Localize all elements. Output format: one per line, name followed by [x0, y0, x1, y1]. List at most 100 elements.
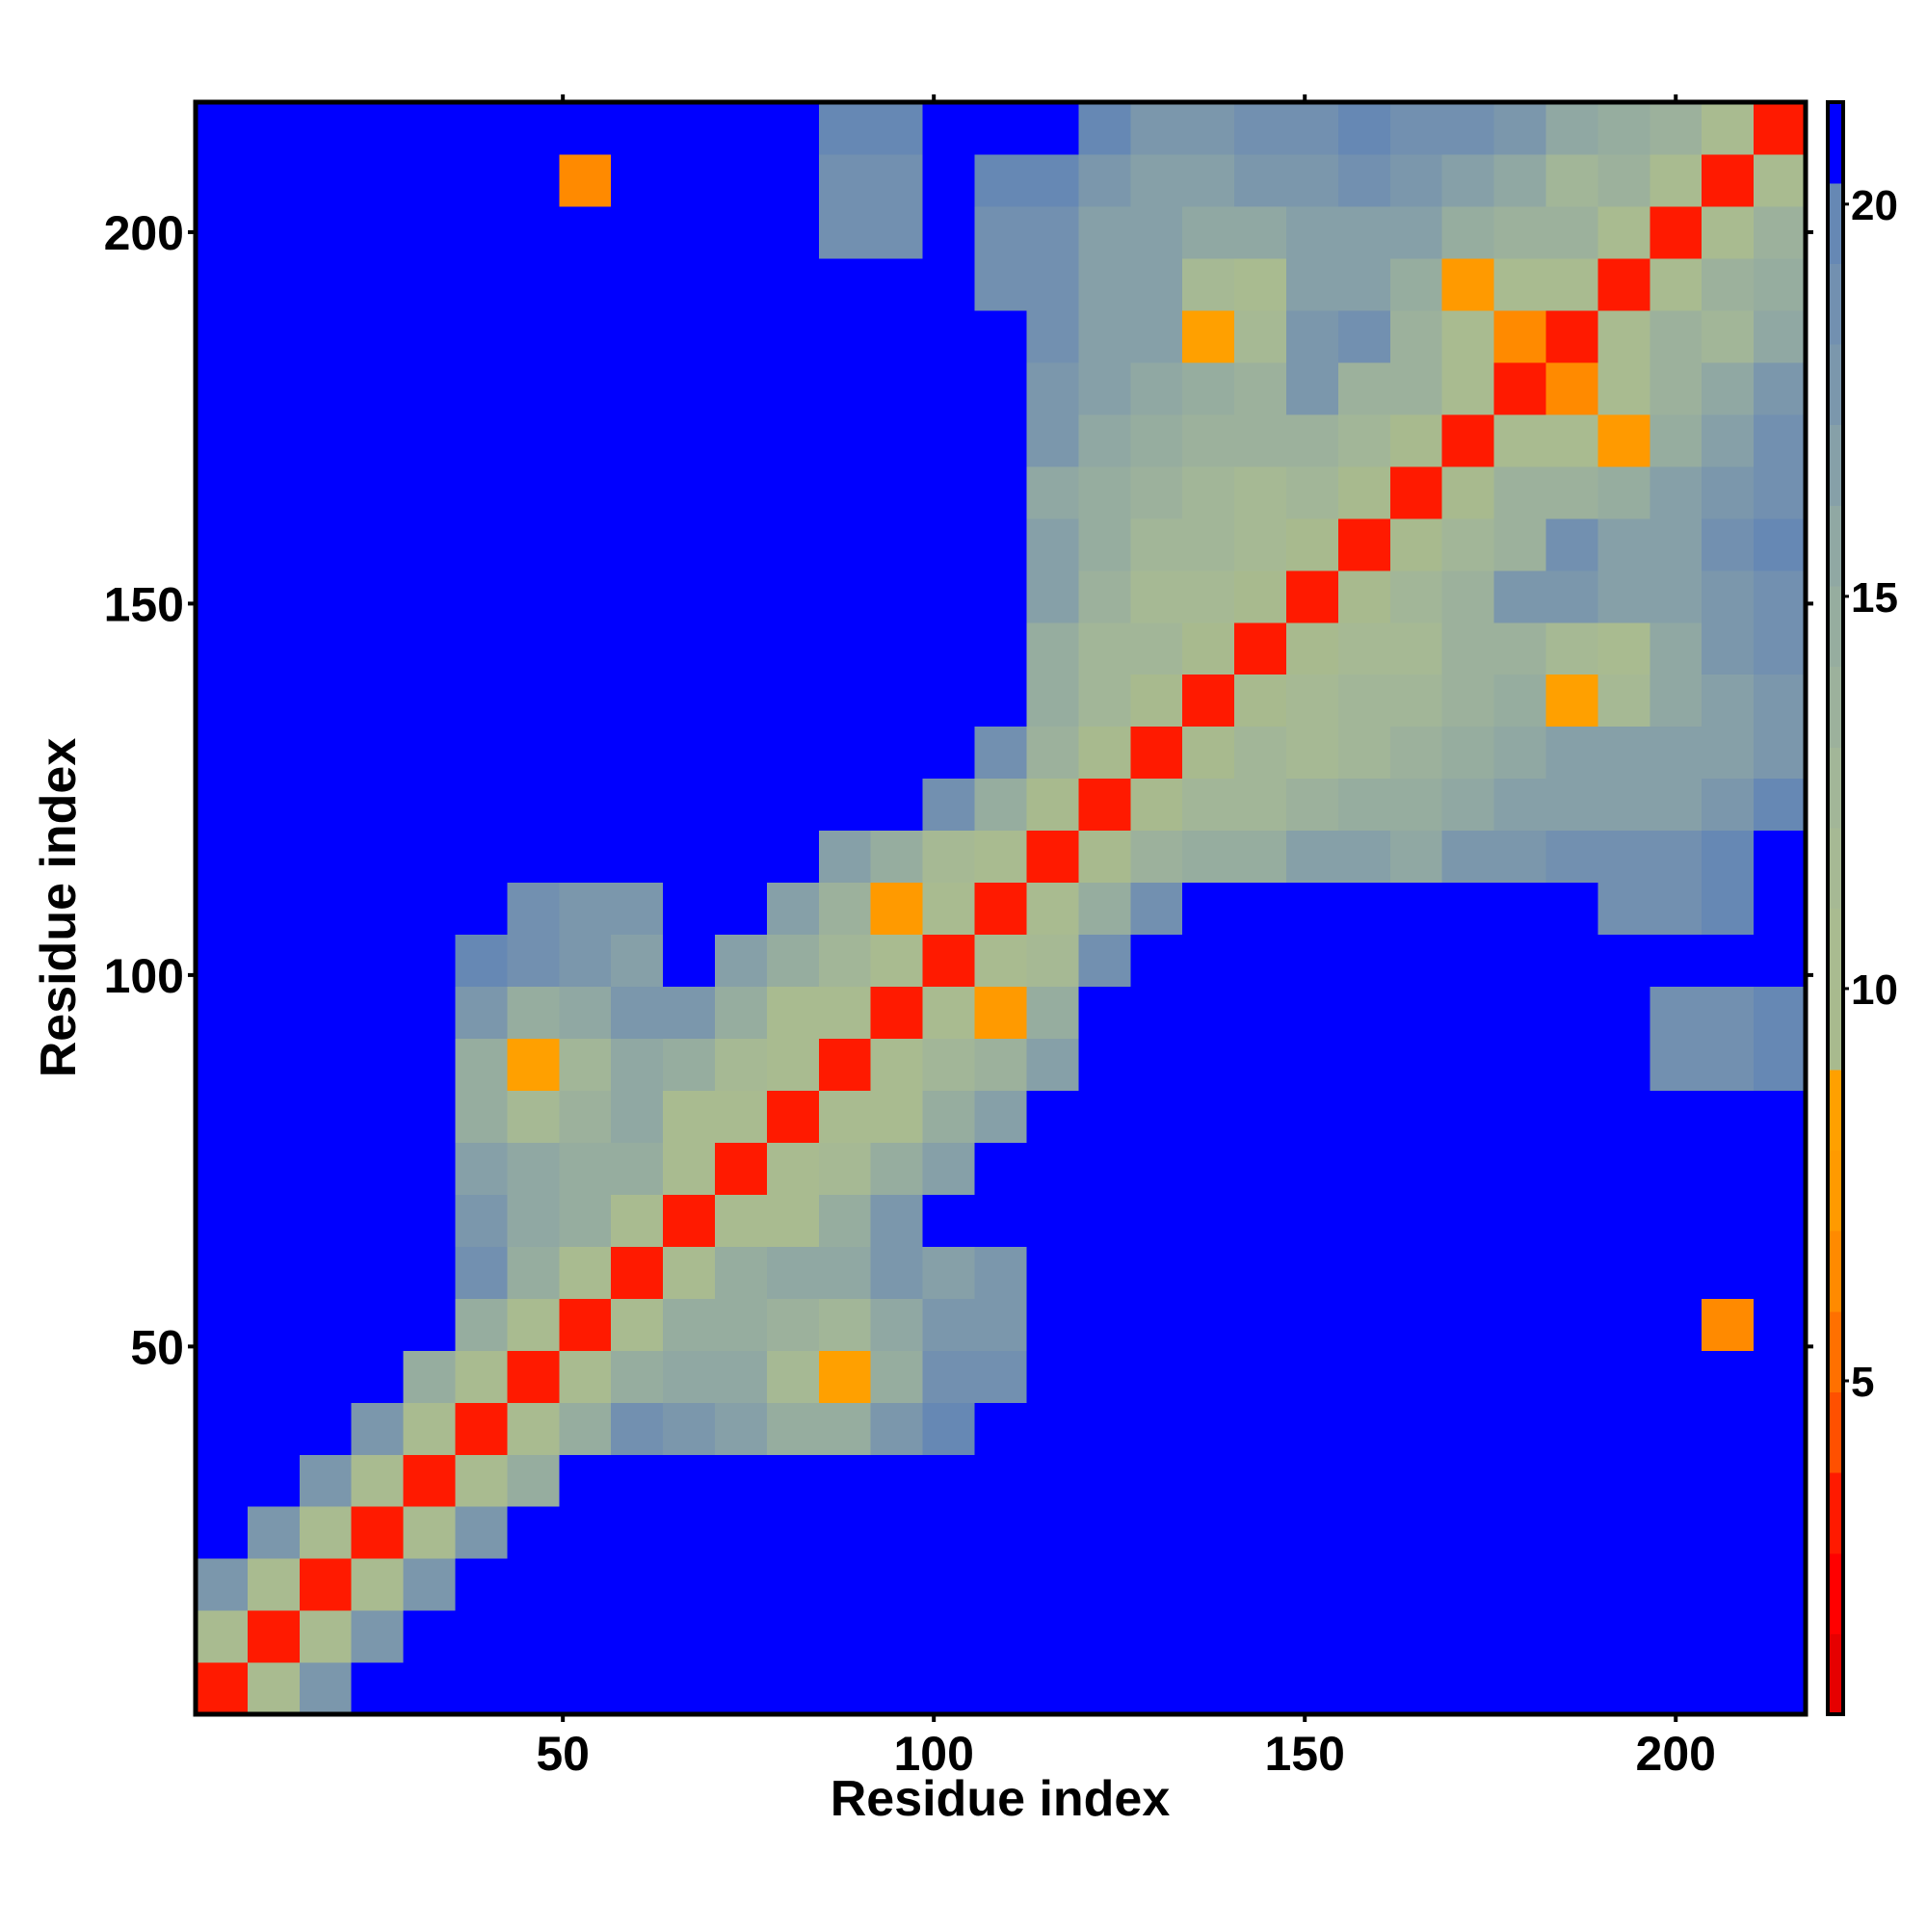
heatmap-cell	[818, 309, 872, 363]
heatmap-cell	[922, 830, 976, 884]
heatmap-cell	[663, 726, 716, 780]
heatmap-cell	[766, 882, 820, 936]
heatmap-cell	[1182, 1610, 1235, 1663]
heatmap-cell	[351, 1246, 405, 1299]
y-tick-label: 100	[104, 949, 184, 1003]
heatmap-cell	[1182, 153, 1235, 207]
heatmap-cell	[403, 726, 457, 780]
heatmap-cell	[922, 1142, 976, 1195]
heatmap-cell	[455, 778, 509, 832]
heatmap-cell	[766, 465, 820, 519]
heatmap-cell	[1441, 778, 1495, 832]
colorbar-segment	[1828, 827, 1843, 910]
heatmap-cell	[766, 1662, 820, 1715]
heatmap-cell	[766, 674, 820, 728]
heatmap-cell	[1130, 986, 1183, 1040]
heatmap-cell	[1026, 309, 1079, 363]
heatmap-cell	[559, 517, 612, 571]
heatmap-cell	[1441, 726, 1495, 780]
heatmap-cell	[507, 205, 560, 259]
heatmap-cell	[507, 1506, 560, 1559]
heatmap-cell	[403, 778, 457, 832]
heatmap-cell	[715, 413, 768, 467]
heatmap-cell	[1337, 257, 1391, 311]
heatmap-cell	[663, 934, 716, 988]
heatmap-cell	[1754, 1142, 1807, 1195]
colorbar-segment	[1828, 343, 1843, 426]
colorbar-segment	[1828, 182, 1843, 264]
heatmap-cell	[299, 830, 353, 884]
plot-frame	[193, 99, 1808, 1717]
heatmap-cell	[1389, 1662, 1443, 1715]
heatmap-cell	[455, 1558, 509, 1611]
heatmap-cell	[715, 1558, 768, 1611]
heatmap-cell	[818, 830, 872, 884]
heatmap-cell	[870, 882, 924, 936]
heatmap-cell	[1130, 1090, 1183, 1143]
heatmap-cell	[1702, 1038, 1755, 1091]
heatmap-cell	[1234, 1090, 1287, 1143]
heatmap-cell	[507, 1402, 560, 1455]
heatmap-cell	[1026, 1142, 1079, 1195]
colorbar-tick-label: 15	[1851, 574, 1898, 622]
heatmap-cell	[1182, 257, 1235, 311]
heatmap-cell	[818, 1038, 872, 1091]
heatmap-cell	[611, 1610, 664, 1663]
heatmap-cell	[196, 1558, 249, 1611]
heatmap-cell	[1597, 153, 1650, 207]
heatmap-cell	[1650, 309, 1703, 363]
heatmap-cell	[1545, 102, 1598, 155]
heatmap-cell	[351, 1558, 405, 1611]
heatmap-cell	[455, 1090, 509, 1143]
heatmap-cell	[1285, 882, 1339, 936]
y-tick-label: 50	[130, 1320, 184, 1374]
heatmap-cell	[1389, 413, 1443, 467]
heatmap-cell	[1597, 1038, 1650, 1091]
heatmap-cell	[1650, 726, 1703, 780]
heatmap-cell	[870, 1038, 924, 1091]
heatmap-cell	[1078, 1298, 1131, 1351]
heatmap-cell	[1078, 674, 1131, 728]
heatmap-cell	[403, 465, 457, 519]
heatmap-cell	[611, 309, 664, 363]
heatmap-cell	[1285, 102, 1339, 155]
heatmap-cell	[1650, 257, 1703, 311]
heatmap-cell	[1754, 465, 1807, 519]
heatmap-cell	[1182, 1246, 1235, 1299]
heatmap-cell	[299, 986, 353, 1040]
heatmap-cell	[351, 934, 405, 988]
heatmap-cell	[611, 1090, 664, 1143]
heatmap-cell	[403, 1090, 457, 1143]
heatmap-cell	[559, 1246, 612, 1299]
heatmap-cell	[974, 934, 1028, 988]
heatmap-cell	[1337, 361, 1391, 415]
heatmap-cell	[1182, 622, 1235, 675]
heatmap-cell	[1597, 1506, 1650, 1559]
heatmap-cell	[1078, 153, 1131, 207]
heatmap-cell	[818, 361, 872, 415]
heatmap-cell	[507, 1194, 560, 1247]
heatmap-cell	[870, 309, 924, 363]
heatmap-cell	[1182, 1142, 1235, 1195]
heatmap-cell	[1337, 1558, 1391, 1611]
heatmap-cell	[1702, 413, 1755, 467]
heatmap-cell	[1130, 153, 1183, 207]
heatmap-cell	[196, 1402, 249, 1455]
heatmap-cell	[1285, 674, 1339, 728]
heatmap-cell	[299, 1558, 353, 1611]
heatmap-cell	[974, 153, 1028, 207]
heatmap-cell	[663, 1090, 716, 1143]
heatmap-cell	[870, 102, 924, 155]
heatmap-cell	[1130, 934, 1183, 988]
heatmap-cell	[870, 674, 924, 728]
heatmap-cell	[247, 882, 301, 936]
heatmap-cell	[715, 1662, 768, 1715]
heatmap-cell	[1182, 830, 1235, 884]
heatmap-cell	[455, 1402, 509, 1455]
heatmap-cell	[455, 1038, 509, 1091]
heatmap-cell	[663, 517, 716, 571]
heatmap-cell	[1337, 1402, 1391, 1455]
heatmap-cell	[766, 1506, 820, 1559]
heatmap-cell	[1650, 1090, 1703, 1143]
